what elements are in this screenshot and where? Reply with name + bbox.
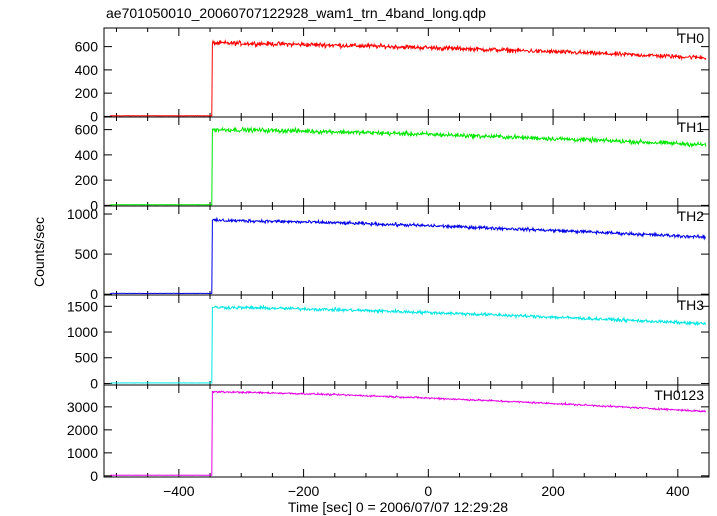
x-tick-label: −200 xyxy=(288,483,320,499)
y-tick-label: 500 xyxy=(75,246,99,262)
series-label: TH0 xyxy=(678,30,705,46)
series-line-th1 xyxy=(110,126,707,206)
y-tick-label: 2000 xyxy=(67,422,98,438)
series-label: TH2 xyxy=(678,208,705,224)
y-tick-label: 1500 xyxy=(67,298,98,314)
series-line-th3 xyxy=(110,304,707,384)
y-tick-label: 0 xyxy=(90,197,98,213)
y-tick-label: 600 xyxy=(75,39,99,55)
panel-th3: 0 500 1000 1500 TH3 xyxy=(67,294,710,391)
panel-th0123: 0 1000 2000 3000 TH0123 xyxy=(67,384,710,484)
series-label: TH0123 xyxy=(654,387,704,403)
panel-th2: 0 500 1000 TH2 xyxy=(67,205,710,302)
y-tick-label: 3000 xyxy=(67,399,98,415)
panel-frame xyxy=(103,384,710,478)
y-tick-label: 0 xyxy=(90,468,98,484)
series-line-th0 xyxy=(110,39,707,117)
y-tick-label: 400 xyxy=(75,62,99,78)
panels-group: 0 200 400 600 TH0 0 200 400 600 TH1 0 500 1000 TH2 0 50… xyxy=(67,27,710,499)
y-tick-label: 1000 xyxy=(67,445,98,461)
series-line-th2 xyxy=(110,216,706,295)
y-tick-label: 1000 xyxy=(67,324,98,340)
series-label: TH1 xyxy=(678,119,705,135)
series-line-th0123 xyxy=(110,390,706,476)
x-tick-label: 200 xyxy=(541,483,565,499)
y-tick-label: 500 xyxy=(75,350,99,366)
y-tick-label: 1000 xyxy=(67,206,98,222)
panel-frame xyxy=(103,205,710,296)
x-tick-label: 400 xyxy=(666,483,690,499)
x-tick-label: −400 xyxy=(163,483,195,499)
y-tick-label: 200 xyxy=(75,85,99,101)
y-tick-label: 400 xyxy=(75,147,99,163)
y-tick-label: 200 xyxy=(75,172,99,188)
series-label: TH3 xyxy=(678,297,705,313)
y-tick-label: 0 xyxy=(90,375,98,391)
chart-title: ae701050010_20060707122928_wam1_trn_4ban… xyxy=(106,5,486,21)
x-axis-label: Time [sec] 0 = 2006/07/07 12:29:28 xyxy=(288,499,508,515)
panel-frame xyxy=(103,27,710,118)
y-tick-label: 0 xyxy=(90,108,98,124)
y-tick-label: 600 xyxy=(75,122,99,138)
panel-frame xyxy=(103,294,710,386)
y-tick-label: 0 xyxy=(90,286,98,302)
panel-th0: 0 200 400 600 TH0 xyxy=(75,27,710,124)
y-axis-label: Counts/sec xyxy=(31,217,47,287)
panel-th1: 0 200 400 600 TH1 xyxy=(75,116,710,213)
x-tick-label: 0 xyxy=(424,483,432,499)
